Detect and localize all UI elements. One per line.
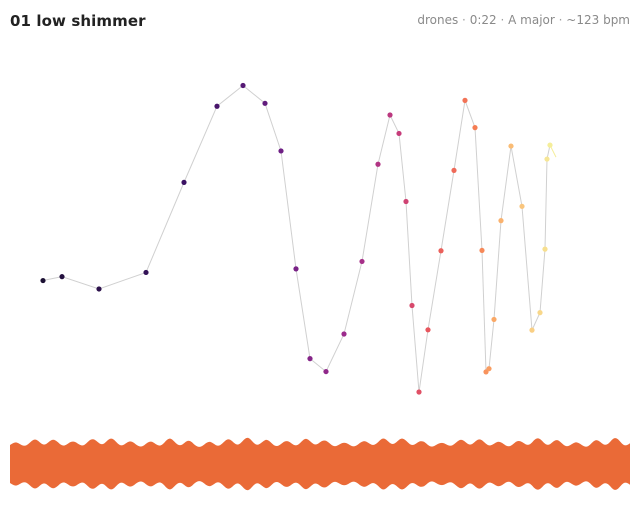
- pitch-point: [479, 247, 485, 254]
- pitch-point: [529, 327, 535, 333]
- pitch-point: [498, 218, 504, 224]
- pitch-point: [262, 100, 268, 106]
- pitch-point: [375, 161, 381, 167]
- pitch-point: [425, 327, 431, 333]
- pitch-point: [409, 302, 415, 309]
- meta-separator: ·: [500, 13, 505, 27]
- pitch-point: [293, 266, 299, 272]
- pitch-point: [508, 143, 514, 149]
- pitch-point: [542, 246, 548, 252]
- track-tempo: ~123 bpm: [566, 13, 630, 27]
- meta-separator: ·: [558, 13, 563, 27]
- pitch-point: [451, 167, 457, 173]
- pitch-contour-plot: [40, 82, 557, 395]
- pitch-point: [40, 277, 46, 284]
- pitch-point: [387, 112, 393, 118]
- pitch-point: [438, 248, 444, 254]
- pitch-contour-tail: [549, 144, 557, 158]
- waveform-shape[interactable]: [10, 437, 630, 491]
- pitch-point: [59, 274, 65, 280]
- pitch-point: [544, 156, 550, 162]
- pitch-point: [341, 331, 347, 337]
- track-title: 01 low shimmer: [10, 12, 146, 30]
- pitch-point: [359, 258, 365, 265]
- pitch-point: [537, 310, 543, 316]
- pitch-point: [181, 179, 187, 185]
- pitch-point: [240, 82, 246, 89]
- pitch-point: [307, 356, 313, 362]
- pitch-point: [472, 125, 478, 131]
- track-duration: 0:22: [469, 13, 497, 27]
- track-meta: drones · 0:22 · A major · ~123 bpm: [417, 13, 630, 27]
- pitch-point: [396, 130, 402, 137]
- pitch-point: [416, 389, 422, 395]
- pitch-point: [491, 316, 497, 323]
- pitch-point: [96, 286, 102, 292]
- pitch-point: [519, 203, 525, 209]
- track-header: 01 low shimmer drones · 0:22 · A major ·…: [10, 10, 630, 34]
- pitch-point: [486, 366, 492, 372]
- pitch-point: [323, 368, 329, 375]
- track-key: A major: [508, 13, 555, 27]
- pitch-point: [143, 269, 149, 276]
- pitch-point: [462, 97, 468, 103]
- pitch-point: [214, 103, 220, 109]
- track-genre: drones: [417, 13, 459, 27]
- meta-separator: ·: [462, 13, 466, 27]
- pitch-point: [403, 198, 409, 205]
- pitch-point: [278, 148, 284, 154]
